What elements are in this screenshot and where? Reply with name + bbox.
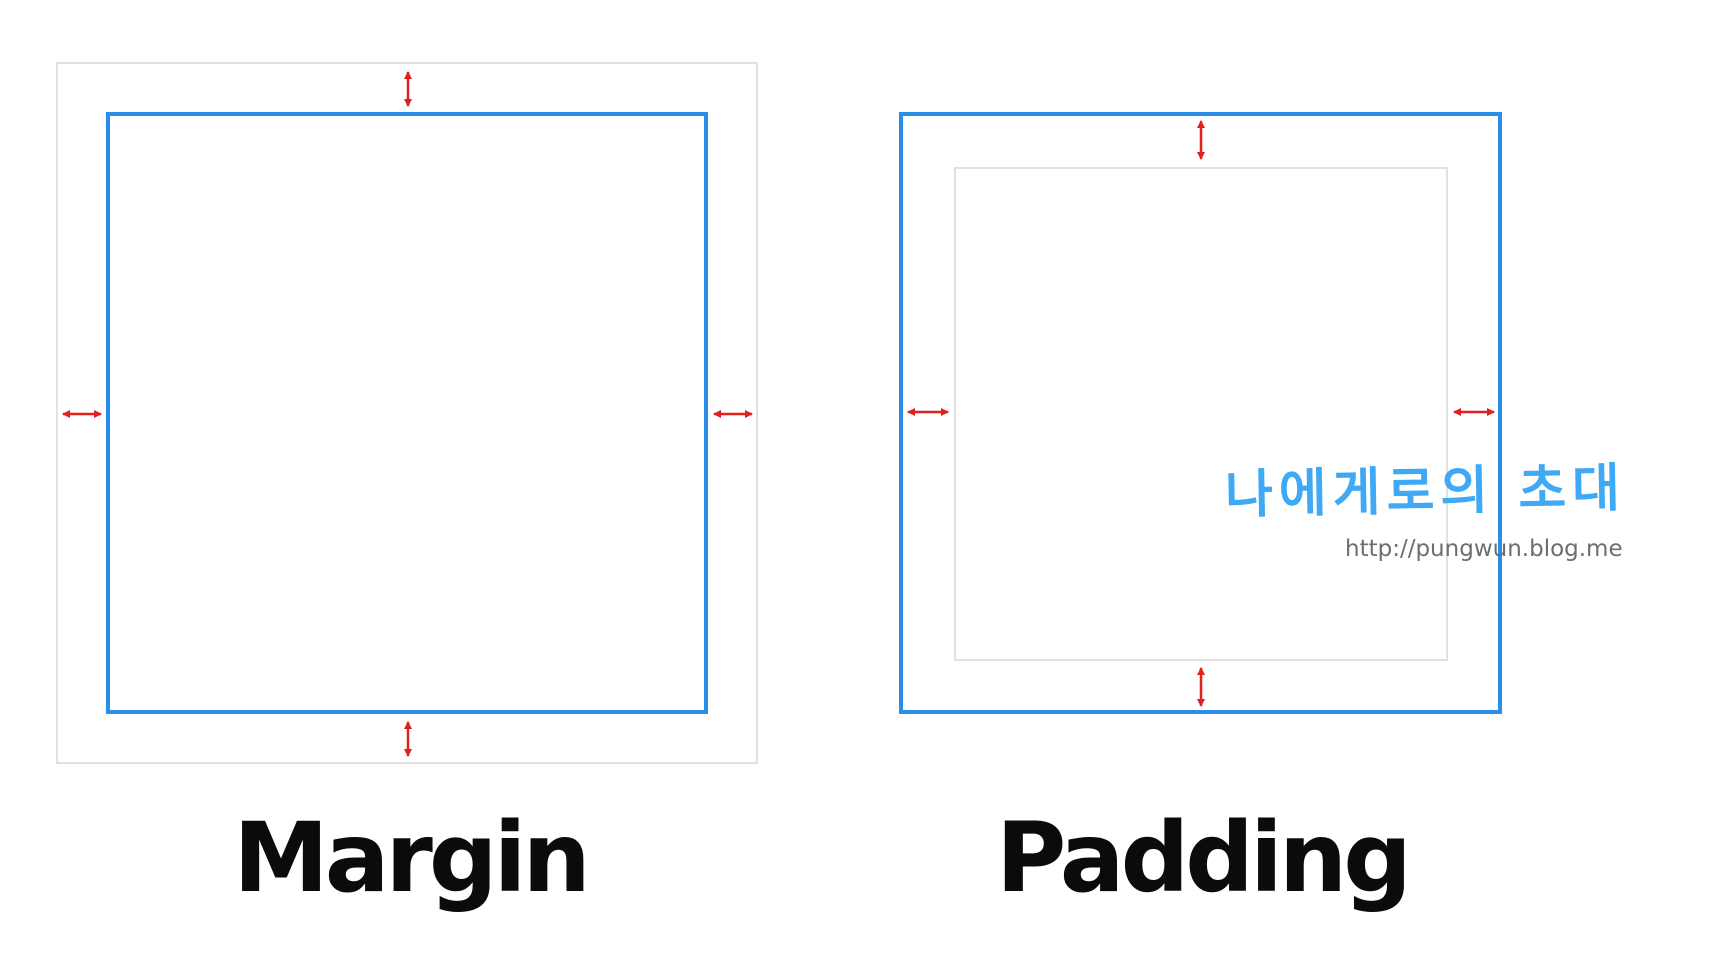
margin-caption: Margin: [233, 802, 591, 914]
padding-caption: Padding: [996, 802, 1412, 914]
watermark-title: 나에게로의 초대: [1224, 458, 1627, 526]
padding-diagram: [899, 112, 1502, 714]
margin-element-box: [106, 112, 708, 714]
watermark-url: http://pungwun.blog.me: [1345, 536, 1623, 562]
padding-element-box: [899, 112, 1502, 714]
margin-diagram: [56, 62, 758, 764]
padding-content-area: [954, 167, 1448, 661]
margin-outer-area: [56, 62, 758, 764]
